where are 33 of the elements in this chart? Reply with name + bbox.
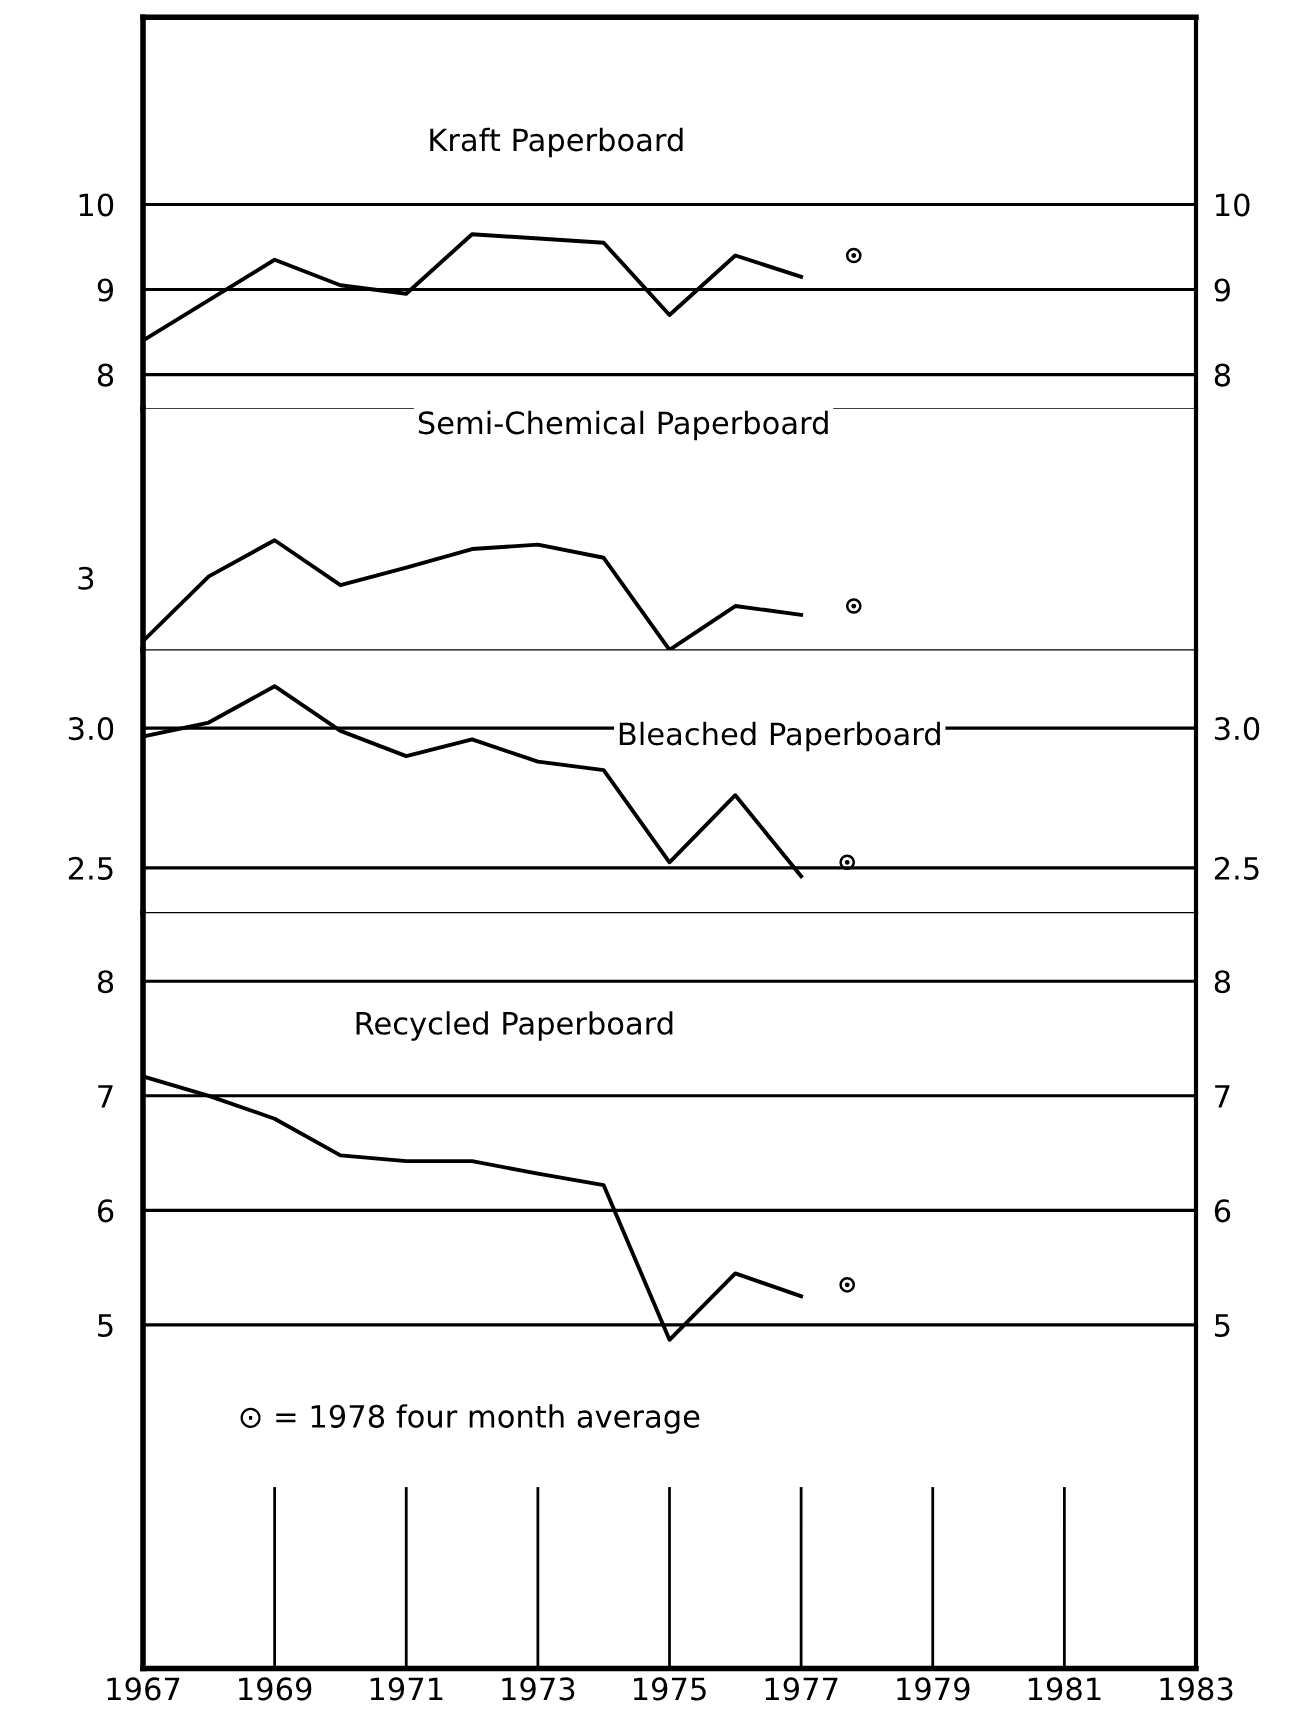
x-tick-label: 1983	[1160, 1677, 1233, 1701]
annotation: ⊙ = 1978 four month average	[240, 1404, 700, 1434]
y2-tick-label: 7	[1215, 1085, 1230, 1108]
y2-tick-label: 3.0	[1215, 717, 1260, 741]
y-tick-label: 2.5	[68, 856, 113, 880]
y-tick-label: 6	[97, 1199, 114, 1223]
y-tick-label: 8	[97, 970, 114, 994]
y2-tick-label: 5	[1215, 1314, 1230, 1337]
x-tick-label: 1981	[1028, 1677, 1101, 1701]
y2-tick-label: 9	[1214, 278, 1230, 302]
x-tick-label: 1973	[502, 1677, 575, 1701]
y2-tick-label: 8	[1214, 970, 1231, 994]
text: 3	[78, 566, 94, 590]
y-tick-label: 8	[97, 363, 114, 387]
text: Bleached Paperboard	[619, 721, 940, 752]
x-tick-label: 1979	[897, 1677, 970, 1701]
x-tick-label: 1975	[633, 1677, 706, 1701]
y-tick-label: 9	[97, 278, 114, 302]
y-tick-label: 7	[98, 1085, 113, 1108]
text: Recycled Paperboard	[356, 1011, 673, 1041]
y2-tick-label: 10	[1216, 193, 1250, 217]
y2-tick-label: 8	[1214, 363, 1231, 387]
x-tick-label: 1977	[765, 1677, 838, 1701]
x-tick-label: 1971	[370, 1677, 443, 1701]
y2-tick-label: 2.5	[1214, 856, 1259, 880]
y-tick-label: 5	[98, 1314, 113, 1337]
y2-tick-label: 6	[1214, 1199, 1231, 1223]
text: Kraft Paperboard	[430, 127, 683, 158]
y-tick-label: 10	[79, 193, 114, 217]
x-tick-label: 1967	[107, 1677, 180, 1701]
y-tick-label: 3.0	[68, 717, 114, 741]
chart-title: Semi-Chemical Paperboard	[418, 410, 828, 441]
x-tick-label: 1969	[239, 1677, 312, 1701]
